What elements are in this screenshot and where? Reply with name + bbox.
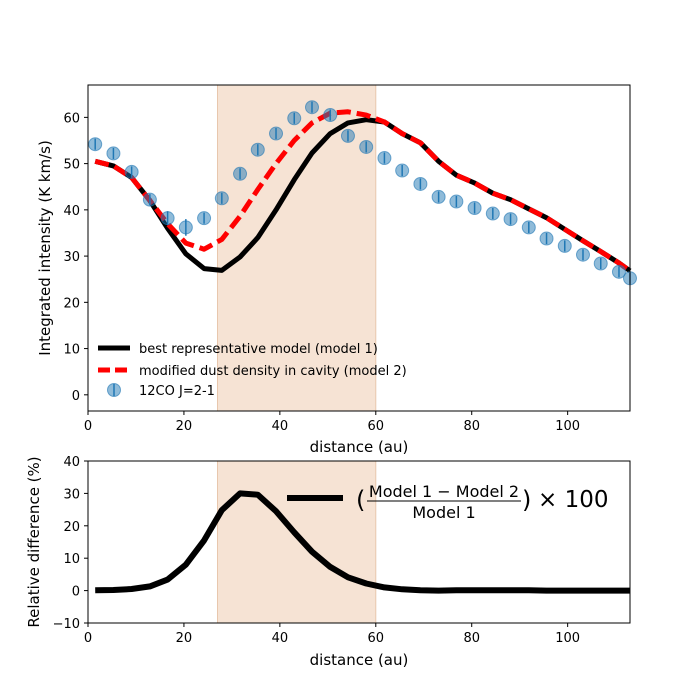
marker-12co-j-2-1-21 <box>467 201 482 216</box>
top-axes-frame <box>87 84 631 412</box>
marker-12co-j-2-1-23 <box>503 212 518 227</box>
legend-handle-12co-marker <box>107 383 121 397</box>
marker-12co-j-2-1-3 <box>142 192 157 207</box>
bot-y-tick-label-3: 20 <box>63 520 80 535</box>
top-y-axis-label: Integrated intensity (K km/s) <box>36 140 54 356</box>
marker-12co-j-2-1-20 <box>449 194 464 209</box>
marker-12co-j-2-1-13 <box>323 108 338 123</box>
bot-x-tick-label-0: 0 <box>84 631 92 646</box>
bottom-plot-marks <box>95 490 630 594</box>
top-y-tick-label-3: 30 <box>63 250 80 265</box>
marker-12co-j-2-1-9 <box>250 142 265 157</box>
top-x-tick-label-5: 100 <box>555 419 580 434</box>
marker-12co-j-2-1-26 <box>557 238 572 253</box>
top-panel: 0 20 40 60 80 100 0 10 20 30 40 50 60 distance (au)… <box>36 84 637 456</box>
legend-label-12co: 12CO J=2-1 <box>139 384 215 399</box>
top-x-tick-label-2: 40 <box>272 419 289 434</box>
bot-y-tick-label-2: 10 <box>63 552 80 567</box>
top-x-tick-label-4: 80 <box>463 419 480 434</box>
top-y-tick-label-0: 0 <box>72 389 80 404</box>
series-line-best-representative-model-model-1 <box>94 117 632 273</box>
bot-x-tick-label-4: 80 <box>463 631 480 646</box>
marker-12co-j-2-1-10 <box>269 126 284 141</box>
top-legend: best representative model (model 1) modi… <box>98 342 407 399</box>
bottom-y-ticks: −10 0 10 20 30 40 <box>53 455 88 632</box>
bot-y-tick-label-4: 30 <box>63 487 80 502</box>
marker-12co-j-2-1-15 <box>359 139 374 154</box>
marker-12co-j-2-1-6 <box>197 211 212 226</box>
bot-y-tick-label-5: 40 <box>63 455 80 470</box>
marker-12co-j-2-1-17 <box>395 163 410 178</box>
marker-12co-j-2-1-29 <box>611 264 626 279</box>
top-x-tick-label-3: 60 <box>368 419 385 434</box>
bot-x-tick-label-5: 100 <box>555 631 580 646</box>
top-plot-marks <box>88 100 637 286</box>
marker-12co-j-2-1-19 <box>431 189 446 204</box>
legend-formula-denominator: Model 1 <box>412 503 475 522</box>
marker-12co-j-2-1-5 <box>178 220 193 235</box>
bottom-x-ticks: 0 20 40 60 80 100 <box>84 623 580 646</box>
bottom-cavity-shade <box>217 460 377 624</box>
bot-x-tick-label-1: 20 <box>176 631 193 646</box>
marker-12co-j-2-1-1 <box>106 146 121 161</box>
marker-12co-j-2-1-11 <box>287 111 302 126</box>
marker-12co-j-2-1-22 <box>485 206 500 221</box>
top-y-tick-label-4: 40 <box>63 204 80 219</box>
marker-12co-j-2-1-12 <box>304 100 319 115</box>
legend-formula-numerator: Model 1 − Model 2 <box>369 482 519 501</box>
marker-12co-j-2-1-28 <box>593 256 608 271</box>
bottom-x-axis-label: distance (au) <box>310 651 409 669</box>
marker-12co-j-2-1-27 <box>575 247 590 262</box>
series-line-relative-difference <box>95 490 630 594</box>
marker-12co-j-2-1-7 <box>214 191 229 206</box>
legend-label-model-1: best representative model (model 1) <box>139 342 378 357</box>
top-y-tick-label-6: 60 <box>63 111 80 126</box>
bottom-legend: ( Model 1 − Model 2 Model 1 ) × 100 <box>287 482 608 522</box>
top-y-tick-label-2: 20 <box>63 296 80 311</box>
legend-formula-open-paren: ( <box>356 486 365 514</box>
marker-12co-j-2-1-8 <box>233 166 248 181</box>
top-x-tick-label-0: 0 <box>84 419 92 434</box>
top-y-tick-label-5: 50 <box>63 158 80 173</box>
marker-12co-j-2-1-18 <box>413 176 428 191</box>
marker-12co-j-2-1-16 <box>377 151 392 166</box>
bot-x-tick-label-2: 40 <box>272 631 289 646</box>
top-x-ticks: 0 20 40 60 80 100 <box>84 411 580 434</box>
marker-12co-j-2-1-14 <box>340 128 355 143</box>
bot-y-tick-label-0: −10 <box>53 617 80 632</box>
marker-12co-j-2-1-4 <box>160 211 175 226</box>
top-y-ticks: 0 10 20 30 40 50 60 <box>63 111 88 404</box>
marker-12co-j-2-1-24 <box>521 220 536 235</box>
top-x-tick-label-1: 20 <box>176 419 193 434</box>
marker-12co-j-2-1-25 <box>539 231 554 246</box>
legend-label-model-2: modified dust density in cavity (model 2… <box>139 364 407 379</box>
legend-formula-times-100: × 100 <box>538 487 608 513</box>
marker-12co-j-2-1-2 <box>124 164 139 179</box>
bottom-y-axis-label: Relative difference (%) <box>25 456 43 627</box>
legend-formula-close-paren: ) <box>522 486 531 514</box>
marker-12co-j-2-1-0 <box>88 137 103 152</box>
series-line-modified-dust-density-in-cavity-model-2 <box>94 109 632 273</box>
top-y-tick-label-1: 10 <box>63 343 80 358</box>
bottom-axes-frame <box>87 460 631 624</box>
top-x-axis-label: distance (au) <box>310 438 409 456</box>
bot-y-tick-label-1: 0 <box>72 585 80 600</box>
bot-x-tick-label-3: 60 <box>368 631 385 646</box>
